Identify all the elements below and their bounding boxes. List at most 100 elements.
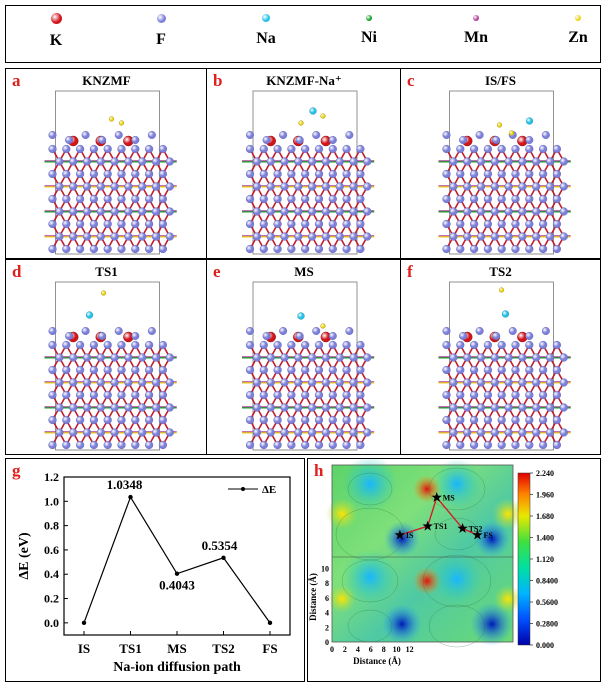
energy-profile-chart: 0.0 0.2 0.4 0.6 0.8 1.0 1.2 IS TS1 MS TS2 FS 1.0348 0… xyxy=(17,470,291,675)
panel-letter: e xyxy=(213,262,221,281)
f-atom xyxy=(518,157,527,166)
f-atom xyxy=(335,353,344,362)
f-atom xyxy=(103,194,112,204)
path-point-star-icon xyxy=(422,520,433,531)
f-atom xyxy=(511,169,520,179)
f-atom xyxy=(490,378,499,387)
f-atom xyxy=(349,378,358,387)
f-atom xyxy=(559,207,568,216)
f-atom xyxy=(158,169,168,179)
f-atom xyxy=(110,207,119,216)
legend-label: K xyxy=(49,31,63,49)
f-atom xyxy=(363,157,372,166)
f-atom xyxy=(96,157,105,166)
f-atom xyxy=(307,403,317,412)
f-atom xyxy=(262,135,271,144)
f-atom xyxy=(124,232,133,241)
f-atom xyxy=(252,157,262,166)
f-atom xyxy=(131,219,140,229)
f-atom xyxy=(342,415,351,425)
f-atom xyxy=(449,403,458,412)
f-atom xyxy=(287,390,296,400)
f-atom xyxy=(356,219,365,229)
f-atom xyxy=(328,340,337,350)
f-atom xyxy=(124,428,133,437)
panel-letter: a xyxy=(12,71,21,90)
f-atom xyxy=(335,403,344,412)
f-atom xyxy=(469,440,479,450)
f-atom xyxy=(266,428,275,437)
f-atom xyxy=(287,219,296,229)
f-atom xyxy=(273,340,282,350)
f-atom xyxy=(469,194,479,204)
f-atom xyxy=(96,207,105,216)
panel-title: IS/FS xyxy=(484,73,517,88)
f-atom xyxy=(518,403,527,412)
f-atom xyxy=(552,390,562,400)
path-point-star-icon xyxy=(394,529,406,540)
legend-label: Mn xyxy=(464,29,488,46)
f-atom xyxy=(131,194,140,204)
path-point-label: MS xyxy=(443,493,456,502)
panel-letter: h xyxy=(314,461,324,480)
f-atom xyxy=(65,135,74,144)
f-atom xyxy=(294,157,303,166)
f-atom xyxy=(539,440,548,450)
zn-atom xyxy=(498,287,505,293)
plot-frame xyxy=(63,476,291,636)
f-atom xyxy=(539,365,548,375)
f-atom xyxy=(55,428,64,437)
f-atom xyxy=(314,340,324,350)
path-point-label: FS xyxy=(483,531,493,540)
f-atom xyxy=(48,144,57,154)
f-atom xyxy=(456,415,465,425)
f-atom xyxy=(75,169,85,179)
f-atom xyxy=(273,390,282,400)
f-atom xyxy=(165,182,174,191)
f-atom xyxy=(328,219,337,229)
f-atom xyxy=(321,207,331,216)
f-atom xyxy=(165,403,174,412)
f-atom xyxy=(463,428,472,437)
f-atom xyxy=(335,428,344,437)
f-atom xyxy=(103,340,112,350)
f-atom xyxy=(497,340,506,350)
f-atom xyxy=(363,353,372,362)
f-atom xyxy=(147,326,156,335)
energy-line xyxy=(83,495,271,624)
f-atom xyxy=(476,428,486,437)
f-atom xyxy=(469,390,479,400)
f-atom xyxy=(476,182,486,191)
data-label: 0.4043 xyxy=(159,578,195,593)
x-tick-label: TS2 xyxy=(212,641,234,656)
f-atom xyxy=(273,244,282,254)
f-atom xyxy=(442,194,451,204)
f-atom xyxy=(307,182,317,191)
f-atom xyxy=(158,390,168,400)
legend-dot-icon xyxy=(366,15,372,21)
f-atom xyxy=(497,169,506,179)
f-atom xyxy=(145,219,154,229)
f-atom xyxy=(476,207,486,216)
f-atom xyxy=(483,194,493,204)
f-atom xyxy=(442,131,451,140)
f-atom xyxy=(349,353,358,362)
path-point-star-icon xyxy=(457,522,468,533)
f-atom xyxy=(131,135,140,144)
f-atom xyxy=(532,207,541,216)
f-atom xyxy=(114,326,123,335)
f-atom xyxy=(301,244,310,254)
f-atom xyxy=(328,365,337,375)
f-atom xyxy=(69,403,78,412)
colorbar-tick-label: 2.240 xyxy=(536,469,554,478)
f-atom xyxy=(65,331,74,340)
f-atom xyxy=(559,403,568,412)
f-atom xyxy=(48,131,57,140)
f-atom xyxy=(532,378,541,387)
f-atom xyxy=(124,353,133,362)
f-atom xyxy=(459,135,468,144)
f-atom xyxy=(252,182,262,191)
f-atom xyxy=(295,135,304,144)
y-tick-label: 4 xyxy=(325,609,329,618)
